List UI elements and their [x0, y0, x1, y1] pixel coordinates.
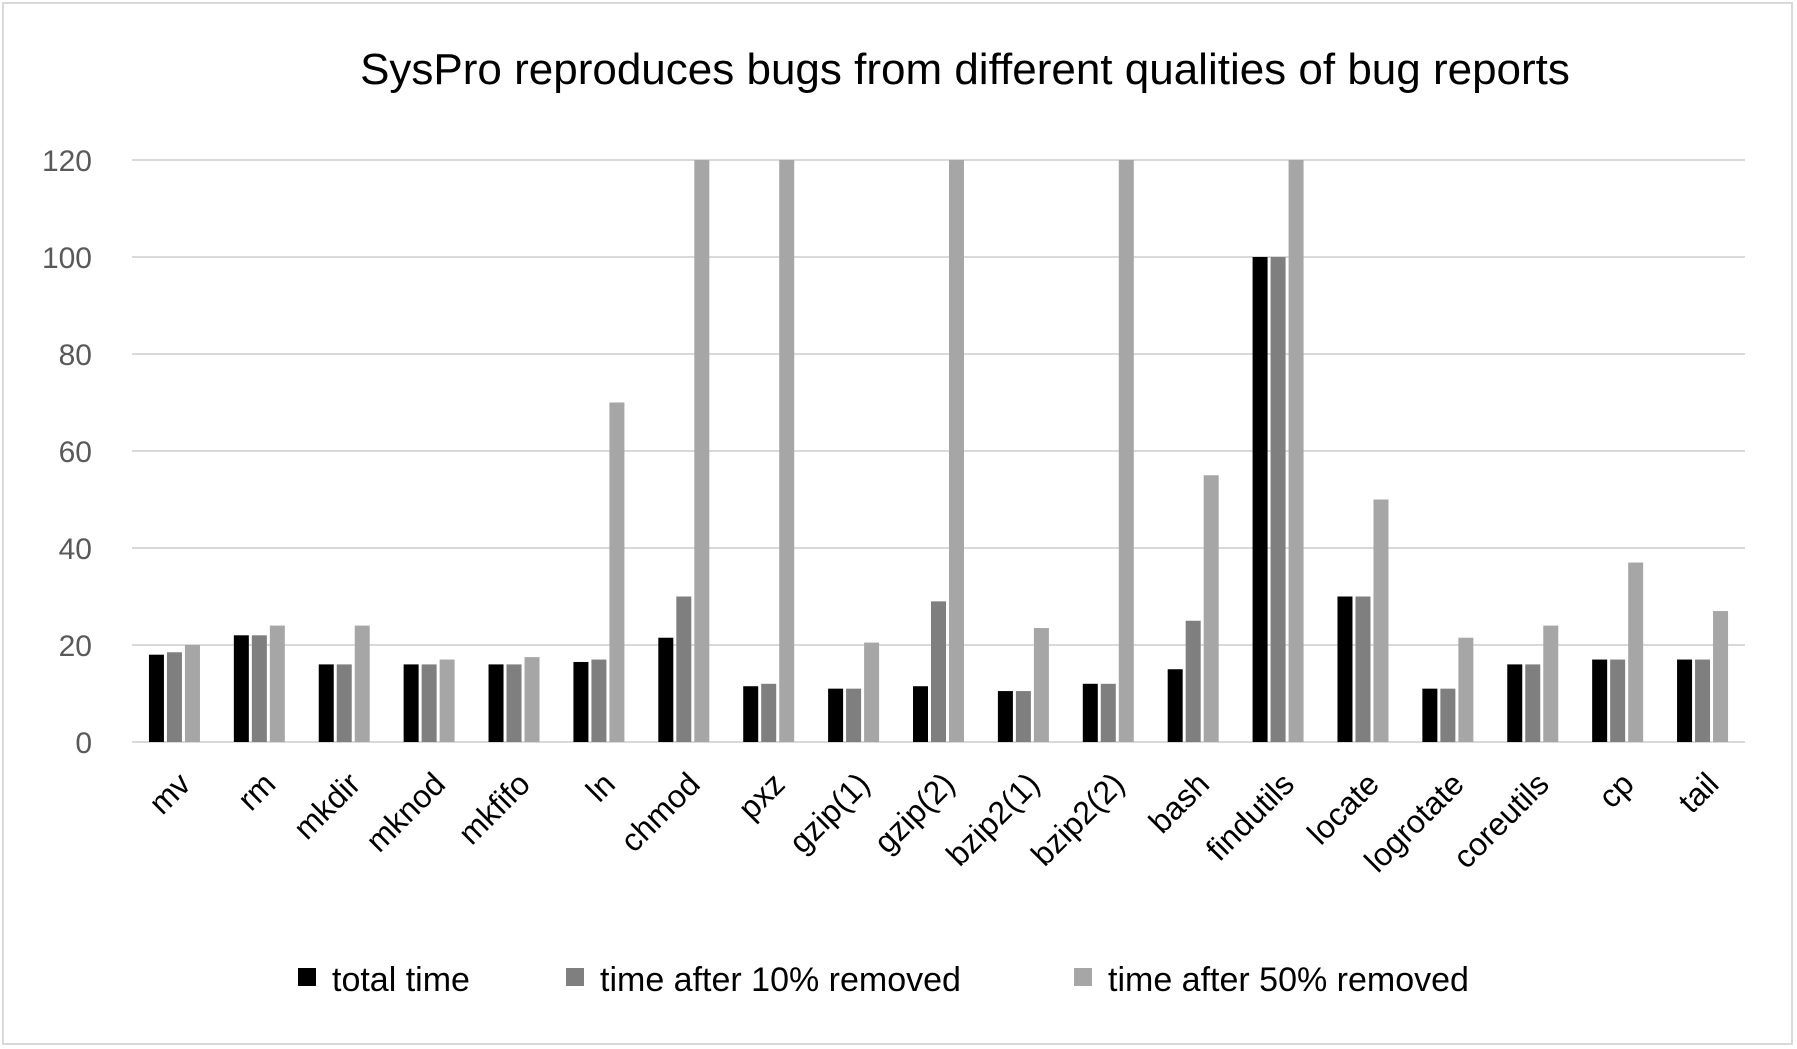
- x-tick-label: bzip2(1): [939, 765, 1046, 872]
- x-tick-label: cp: [1591, 765, 1640, 814]
- bar-cp-series-3: [1628, 562, 1644, 742]
- bar-mv-series-2: [166, 652, 182, 742]
- y-tick-label: 100: [42, 242, 92, 275]
- bar-mkdir-series-3: [354, 625, 370, 742]
- legend-swatch-series-3: [1074, 968, 1092, 986]
- bar-coreutils-series-2: [1525, 664, 1541, 742]
- x-tick-label: gzip(1): [782, 765, 877, 860]
- y-tick-label: 0: [75, 727, 92, 760]
- legend-label-series-1: total time: [332, 961, 470, 999]
- bar-gzip(1)-series-2: [846, 688, 862, 742]
- bar-locate-series-3: [1373, 499, 1389, 742]
- bar-mkdir-series-2: [336, 664, 352, 742]
- x-tick-label: pxz: [731, 765, 792, 826]
- bar-gzip(2)-series-3: [949, 160, 964, 742]
- bar-gzip(1)-series-1: [828, 688, 844, 742]
- bar-tail-series-1: [1677, 659, 1693, 742]
- bar-cp-series-1: [1592, 659, 1608, 742]
- bar-rm-series-2: [251, 635, 267, 742]
- bar-pxz-series-3: [779, 160, 795, 742]
- x-tick-label: mknod: [359, 765, 452, 858]
- bar-coreutils-series-1: [1507, 664, 1523, 742]
- bar-mkfifo-series-3: [524, 657, 540, 742]
- x-tick-label: findutils: [1199, 765, 1301, 867]
- bar-mv-series-1: [148, 654, 164, 742]
- bar-ln-series-3: [609, 402, 625, 742]
- bar-bzip2(2)-series-3: [1118, 160, 1134, 742]
- y-axis-ticks: 0 20 40 60 80 100 120: [42, 145, 92, 760]
- bars: [148, 160, 1729, 742]
- gridlines: [132, 159, 1745, 743]
- bar-tail-series-2: [1695, 659, 1711, 742]
- bar-bzip2(1)-series-3: [1033, 628, 1049, 742]
- bar-mknod-series-1: [403, 664, 419, 742]
- bar-logrotate-series-1: [1422, 688, 1438, 742]
- x-tick-label: mkfifo: [451, 765, 537, 851]
- bar-ln-series-1: [573, 661, 589, 742]
- bar-mv-series-3: [184, 645, 200, 742]
- bar-mkfifo-series-2: [506, 664, 522, 742]
- bar-mkfifo-series-1: [488, 664, 504, 742]
- bar-chmod-series-3: [694, 160, 710, 742]
- bar-gzip(2)-series-2: [931, 601, 946, 742]
- x-tick-label: coreutils: [1446, 765, 1556, 875]
- bar-pxz-series-1: [743, 686, 759, 742]
- bar-mkdir-series-1: [318, 664, 334, 742]
- x-tick-label: chmod: [613, 765, 706, 858]
- bar-logrotate-series-2: [1440, 688, 1456, 742]
- bar-mknod-series-2: [421, 664, 437, 742]
- bar-gzip(2)-series-1: [913, 686, 928, 742]
- x-tick-label: ln: [579, 765, 622, 808]
- bar-bash-series-1: [1167, 669, 1183, 742]
- bar-cp-series-2: [1610, 659, 1626, 742]
- bar-rm-series-3: [269, 625, 285, 742]
- x-tick-label: bash: [1142, 765, 1217, 840]
- bar-bzip2(2)-series-2: [1100, 683, 1116, 742]
- bar-chmod-series-1: [658, 637, 674, 742]
- bar-logrotate-series-3: [1458, 637, 1474, 742]
- legend-swatch-series-2: [566, 968, 584, 986]
- bar-locate-series-1: [1337, 596, 1353, 742]
- y-tick-label: 60: [59, 436, 92, 469]
- legend-label-series-3: time after 50% removed: [1108, 961, 1469, 999]
- x-tick-label: rm: [230, 765, 282, 817]
- bar-coreutils-series-3: [1543, 625, 1559, 742]
- bar-findutils-series-2: [1270, 257, 1286, 742]
- bar-rm-series-1: [233, 635, 249, 742]
- y-tick-label: 40: [59, 533, 92, 566]
- bar-gzip(1)-series-3: [864, 642, 880, 742]
- y-tick-label: 20: [59, 630, 92, 663]
- y-tick-label: 80: [59, 339, 92, 372]
- x-tick-label: mkdir: [286, 765, 367, 846]
- legend-swatch-series-1: [298, 968, 316, 986]
- x-tick-label: bzip2(2): [1024, 765, 1131, 872]
- legend-label-series-2: time after 10% removed: [600, 961, 961, 999]
- bar-mknod-series-3: [439, 659, 455, 742]
- bar-chmod-series-2: [676, 596, 692, 742]
- chart-title: SysPro reproduces bugs from different qu…: [360, 45, 1570, 94]
- bar-ln-series-2: [591, 659, 607, 742]
- bar-bzip2(1)-series-2: [1015, 691, 1031, 742]
- bar-bzip2(1)-series-1: [997, 691, 1013, 742]
- bar-pxz-series-2: [761, 683, 777, 742]
- x-tick-label: tail: [1671, 765, 1725, 819]
- bar-findutils-series-3: [1288, 160, 1304, 742]
- y-tick-label: 120: [42, 145, 92, 178]
- bar-bash-series-2: [1185, 620, 1201, 742]
- bar-locate-series-2: [1355, 596, 1371, 742]
- bar-tail-series-3: [1713, 611, 1729, 742]
- bar-bash-series-3: [1203, 475, 1219, 742]
- bar-bzip2(2)-series-1: [1082, 683, 1098, 742]
- bar-findutils-series-1: [1252, 257, 1268, 742]
- legend: total time time after 10% removed time aft…: [298, 961, 1469, 999]
- x-tick-label: mv: [142, 765, 198, 821]
